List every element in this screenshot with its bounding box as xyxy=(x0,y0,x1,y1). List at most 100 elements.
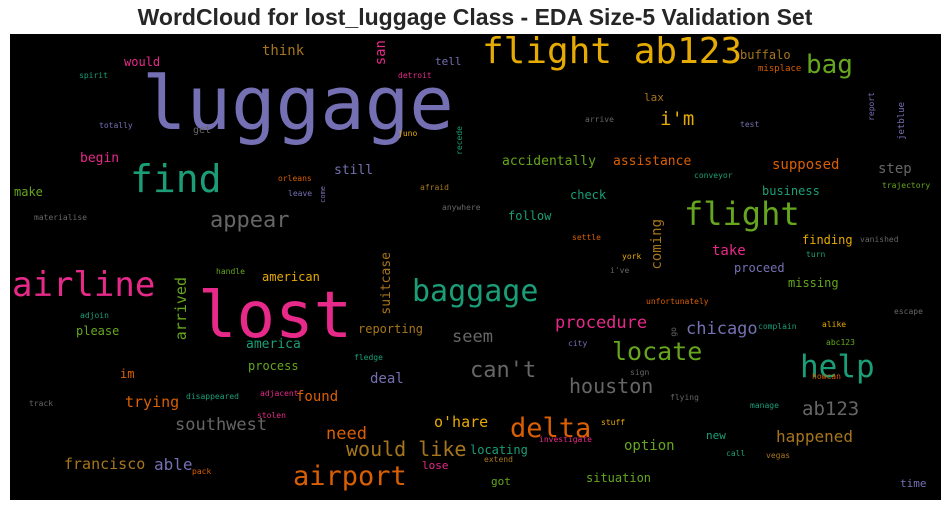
wordcloud-word: fledge xyxy=(354,353,383,362)
wordcloud-word: vanished xyxy=(860,235,899,244)
wordcloud-word: accidentally xyxy=(502,154,596,169)
wordcloud-word: complain xyxy=(758,322,797,331)
wordcloud-word: totally xyxy=(99,121,133,130)
wordcloud-word: go xyxy=(669,327,678,337)
wordcloud-word: america xyxy=(246,337,301,352)
wordcloud-word: settle xyxy=(572,233,601,242)
wordcloud-word: houston xyxy=(569,374,654,398)
wordcloud-word: tell xyxy=(435,55,462,68)
wordcloud-word: extend xyxy=(484,455,513,464)
wordcloud-word: able xyxy=(154,455,193,474)
wordcloud-word: howcan xyxy=(812,372,841,381)
wordcloud-word: flight xyxy=(684,195,800,233)
wordcloud-word: luggage xyxy=(142,61,454,147)
wordcloud-word: missing xyxy=(788,276,839,290)
wordcloud-word: lost xyxy=(198,279,353,353)
wordcloud-word: procedure xyxy=(555,313,648,333)
wordcloud-word: juno xyxy=(398,129,418,138)
wordcloud-word: proceed xyxy=(734,261,785,275)
wordcloud-word: airline xyxy=(12,265,156,305)
wordcloud-word: buffalo xyxy=(740,48,791,62)
wordcloud-word: stolen xyxy=(257,411,286,420)
wordcloud-word: o'hare xyxy=(434,413,489,431)
wordcloud-word: would like xyxy=(346,437,467,461)
wordcloud-word: report xyxy=(867,92,876,121)
wordcloud-word: baggage xyxy=(412,274,539,309)
wordcloud-word: check xyxy=(570,188,607,202)
wordcloud-word: francisco xyxy=(64,455,146,473)
wordcloud-word: unfortunately xyxy=(646,297,709,306)
wordcloud-word: alike xyxy=(822,320,847,329)
wordcloud-word: vegas xyxy=(766,451,791,460)
wordcloud-word: assistance xyxy=(613,154,692,169)
wordcloud-word: please xyxy=(76,324,120,338)
wordcloud-word: handle xyxy=(216,267,245,276)
wordcloud-word: trajectory xyxy=(882,181,931,190)
wordcloud-word: recede xyxy=(455,126,464,155)
wordcloud-canvas: luggage lost flight ab123 find flight baggage… xyxy=(10,34,941,500)
wordcloud-word: arrive xyxy=(585,115,614,124)
wordcloud-word: happened xyxy=(776,427,854,446)
wordcloud-word: detroit xyxy=(398,71,432,80)
wordcloud-word: flying xyxy=(670,393,699,402)
wordcloud-word: option xyxy=(624,438,675,454)
wordcloud-word: track xyxy=(29,399,54,408)
wordcloud-word: misplace xyxy=(758,64,802,74)
wordcloud-word: deal xyxy=(370,371,404,387)
wordcloud-word: help xyxy=(800,349,875,385)
wordcloud-word: stuff xyxy=(601,418,626,427)
wordcloud-word: city xyxy=(568,339,588,348)
wordcloud-word: materialise xyxy=(34,213,87,222)
wordcloud-word: adjacent xyxy=(260,389,299,398)
wordcloud-word: abc123 xyxy=(826,338,855,347)
wordcloud-word: american xyxy=(262,270,320,284)
wordcloud-word: lose xyxy=(422,459,449,472)
wordcloud-word: anywhere xyxy=(442,203,481,212)
chart-title: WordCloud for lost_luggage Class - EDA S… xyxy=(137,4,813,30)
wordcloud-word: im xyxy=(120,367,135,381)
wordcloud-word: airport xyxy=(293,461,407,492)
wordcloud-word: call xyxy=(726,449,746,458)
wordcloud-word: reporting xyxy=(358,322,424,336)
wordcloud-word: time xyxy=(900,477,927,490)
wordcloud-word: turn xyxy=(806,250,826,259)
wordcloud-word: sign xyxy=(630,368,650,377)
wordcloud-word: suitcase xyxy=(379,252,394,315)
wordcloud-word: process xyxy=(248,359,299,373)
wordcloud-word: still xyxy=(334,163,374,178)
wordcloud-word: disappeared xyxy=(186,392,239,401)
wordcloud-word: investigate xyxy=(539,435,592,444)
wordcloud-word: southwest xyxy=(175,415,268,435)
wordcloud-word: locating xyxy=(470,443,528,457)
wordcloud-word: afraid xyxy=(420,183,449,192)
wordcloud-word: can't xyxy=(470,358,537,383)
wordcloud-word: find xyxy=(130,157,222,201)
wordcloud-word: finding xyxy=(802,233,853,247)
wordcloud-word: san xyxy=(373,40,389,66)
wordcloud-word: spirit xyxy=(79,71,108,80)
wordcloud-word: new xyxy=(706,429,726,442)
wordcloud-word: begin xyxy=(80,151,120,166)
wordcloud-word: ab123 xyxy=(802,398,860,420)
wordcloud-word: bag xyxy=(806,50,853,80)
wordcloud-word: would xyxy=(124,55,161,69)
wordcloud-word: get xyxy=(193,125,212,136)
wordcloud-word: come xyxy=(319,186,327,203)
wordcloud-word: test xyxy=(740,120,760,129)
wordcloud-word: business xyxy=(762,184,820,198)
wordcloud-word: make xyxy=(14,185,43,199)
wordcloud-word: got xyxy=(491,475,511,488)
wordcloud-word: flight ab123 xyxy=(482,34,743,72)
wordcloud-word: think xyxy=(262,43,305,59)
wordcloud-word: delta xyxy=(510,413,592,444)
wordcloud-word: orleans xyxy=(278,174,312,183)
wordcloud-word: i'm xyxy=(660,108,695,130)
wordcloud-word: found xyxy=(296,389,339,405)
wordcloud-word: situation xyxy=(586,471,652,485)
wordcloud-word: locate xyxy=(612,337,703,366)
wordcloud-word: i've xyxy=(610,266,630,275)
wordcloud-word: need xyxy=(326,424,367,444)
wordcloud-word: coming xyxy=(649,219,665,270)
wordcloud-word: jetblue xyxy=(897,102,907,140)
wordcloud-word: leave xyxy=(288,189,313,198)
